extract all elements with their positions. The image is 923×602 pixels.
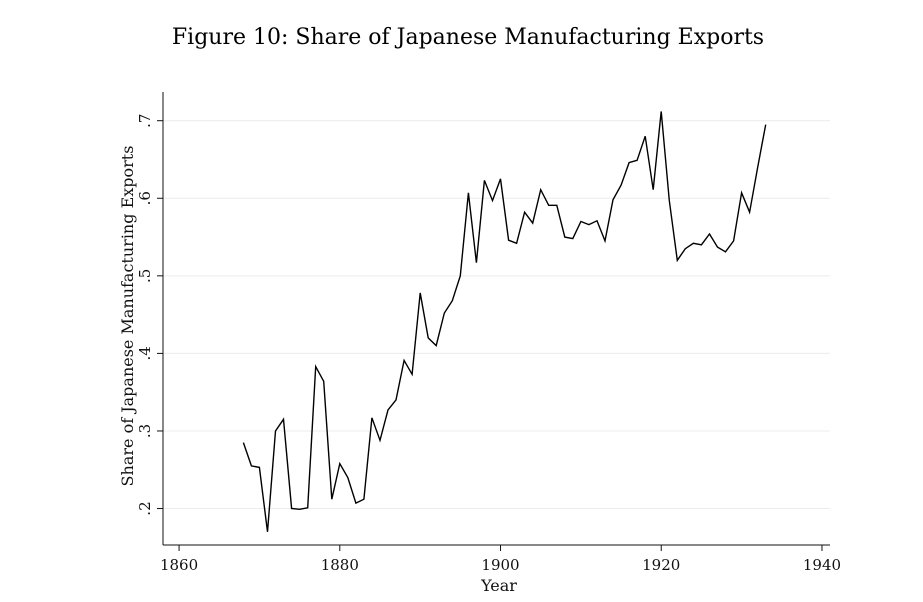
y-tick-label: .4 (136, 346, 154, 360)
data-point (274, 430, 277, 433)
y-tick-label: .5 (136, 269, 154, 283)
data-point (628, 161, 631, 164)
data-point (644, 135, 647, 138)
y-tick-label: .6 (136, 191, 154, 205)
data-point (531, 222, 534, 225)
data-point (684, 247, 687, 250)
data-point (330, 498, 333, 501)
data-point (266, 530, 269, 533)
data-point (668, 199, 671, 202)
x-tick-label: 1860 (160, 556, 198, 574)
data-point (467, 191, 470, 194)
data-point (523, 211, 526, 214)
data-point (403, 359, 406, 362)
data-point (475, 261, 478, 264)
grid-lines (163, 120, 830, 510)
data-point (499, 177, 502, 180)
y-axis-title: Share of Japanese Manufacturing Exports (118, 146, 137, 487)
y-tick-label: .7 (136, 114, 154, 128)
data-point (740, 191, 743, 194)
data-point (636, 159, 639, 162)
data-point (660, 110, 663, 113)
x-tick-label: 1920 (642, 556, 680, 574)
data-point (571, 237, 574, 240)
data-point (354, 502, 357, 505)
data-point (700, 243, 703, 246)
y-tick-label: .2 (136, 501, 154, 515)
data-point (515, 242, 518, 245)
x-ticks: 1860 1880 1900 1920 1940 (160, 545, 841, 574)
data-point (411, 373, 414, 376)
chart-title: Figure 10: Share of Japanese Manufacturi… (172, 25, 764, 50)
data-point (692, 242, 695, 245)
data-point (756, 166, 759, 169)
data-point (596, 219, 599, 222)
data-point (419, 291, 422, 294)
data-point (579, 220, 582, 223)
data-point (547, 204, 550, 207)
y-ticks: .2 .3 .4 .5 .6 .7 (136, 114, 163, 516)
data-point (764, 123, 767, 126)
data-point (427, 336, 430, 339)
data-point (563, 236, 566, 239)
series-layer (242, 110, 767, 533)
data-point (451, 299, 454, 302)
data-point (652, 188, 655, 191)
data-point (290, 507, 293, 510)
y-tick-label: .3 (136, 424, 154, 438)
data-point (298, 508, 301, 511)
data-point (483, 179, 486, 182)
data-point (282, 418, 285, 421)
x-tick-label: 1940 (803, 556, 841, 574)
x-axis-title: Year (480, 576, 517, 595)
x-tick-label: 1900 (481, 556, 519, 574)
data-point (242, 441, 245, 444)
data-point (491, 199, 494, 202)
data-point (748, 211, 751, 214)
data-point (338, 462, 341, 465)
data-point (724, 250, 727, 253)
data-point (716, 246, 719, 249)
data-point (395, 398, 398, 401)
data-point (459, 274, 462, 277)
data-point (443, 312, 446, 315)
data-point (539, 188, 542, 191)
data-point (387, 409, 390, 412)
series-line (242, 111, 767, 532)
data-point (379, 439, 382, 442)
data-point (604, 239, 607, 242)
data-point (612, 198, 615, 201)
data-point (250, 464, 253, 467)
data-point (676, 259, 679, 262)
data-point (258, 466, 261, 469)
data-point (370, 416, 373, 419)
axes (162, 92, 830, 546)
data-point (435, 344, 438, 347)
data-point (362, 498, 365, 501)
data-point (322, 380, 325, 383)
data-point (708, 233, 711, 236)
data-point (314, 365, 317, 368)
x-tick-label: 1880 (321, 556, 359, 574)
data-point (306, 506, 309, 509)
data-point (555, 204, 558, 207)
data-point (346, 476, 349, 479)
data-point (587, 223, 590, 226)
data-point (732, 239, 735, 242)
data-point (507, 239, 510, 242)
data-point (620, 184, 623, 187)
